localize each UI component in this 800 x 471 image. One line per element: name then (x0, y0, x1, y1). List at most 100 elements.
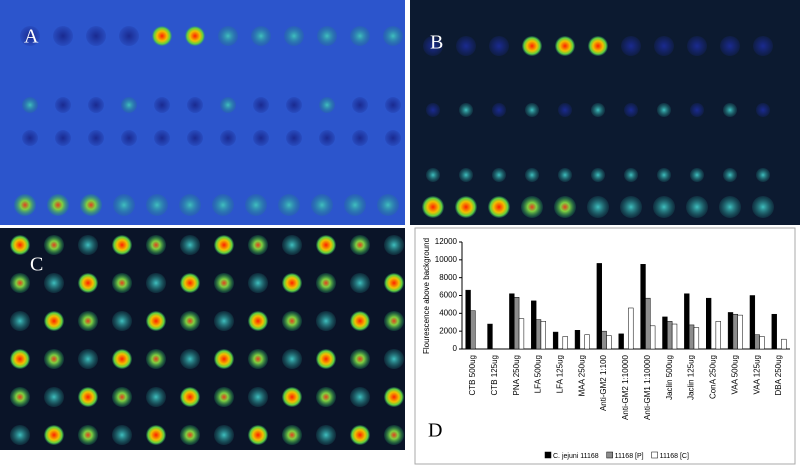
spot (185, 26, 205, 46)
spot (624, 103, 638, 117)
spot (180, 425, 200, 445)
spot (522, 36, 542, 56)
spot (44, 425, 64, 445)
spot (248, 235, 268, 255)
spot (620, 196, 642, 218)
spot (384, 311, 404, 331)
x-tick-label: Anti-GM2 1:100 (599, 354, 608, 411)
spot (286, 97, 302, 113)
spot (426, 168, 440, 182)
spot (44, 273, 64, 293)
spot (44, 349, 64, 369)
spot (121, 130, 137, 146)
spot (55, 97, 71, 113)
spot (187, 97, 203, 113)
spot (121, 97, 137, 113)
bar (732, 313, 738, 350)
spot (284, 26, 304, 46)
spot (456, 36, 476, 56)
spot (78, 311, 98, 331)
y-tick-label: 6000 (439, 291, 457, 300)
spot (214, 235, 234, 255)
spot (459, 168, 473, 182)
spot (690, 103, 704, 117)
spot (10, 235, 30, 255)
x-tick-label: Anti-GM1 1:10000 (643, 354, 652, 419)
bar (645, 297, 651, 350)
bar (706, 297, 712, 350)
spot (22, 97, 38, 113)
bar (535, 319, 542, 350)
x-tick-label: PNA 250ug (512, 355, 521, 395)
y-tick-label: 2000 (439, 326, 457, 335)
spot (112, 387, 132, 407)
bar (465, 289, 471, 350)
panel-c-image (0, 228, 405, 450)
spot (44, 387, 64, 407)
legend-swatch (544, 451, 552, 459)
spot (316, 235, 336, 255)
spot (22, 130, 38, 146)
spot (756, 168, 770, 182)
spot (47, 194, 69, 216)
spot (179, 194, 201, 216)
spot (253, 130, 269, 146)
spot (154, 97, 170, 113)
x-tick-label: Jaclin 125ug (687, 355, 696, 400)
y-tick-label: 8000 (439, 273, 457, 282)
bar (562, 336, 568, 350)
panel-label: A (24, 26, 39, 48)
spot (377, 194, 399, 216)
legend-swatch (606, 451, 613, 459)
x-tick-label: LFA 125ug (556, 355, 565, 393)
spot (352, 97, 368, 113)
spot (350, 387, 370, 407)
spot (350, 425, 370, 445)
spot (146, 194, 168, 216)
spot (653, 196, 675, 218)
spot (316, 311, 336, 331)
spot (383, 26, 403, 46)
spot (282, 349, 302, 369)
bar (715, 321, 721, 350)
spot (624, 168, 638, 182)
x-tick-label: LFA 500ug (534, 355, 543, 393)
spot (423, 36, 443, 56)
bar (518, 318, 525, 350)
spot (253, 97, 269, 113)
x-tick-label: Jaclin 500ug (665, 355, 674, 400)
spot (525, 168, 539, 182)
bar (540, 321, 546, 350)
spot (319, 97, 335, 113)
spot (214, 311, 234, 331)
x-tick-label: VAA 500ug (730, 355, 739, 394)
bar (584, 334, 590, 350)
bar (618, 333, 624, 350)
x-tick-label: VAA 125ug (752, 355, 761, 394)
spot (558, 168, 572, 182)
spot (657, 168, 671, 182)
spot (44, 311, 64, 331)
spot (690, 168, 704, 182)
spot (621, 36, 641, 56)
panel-label: B (430, 32, 443, 54)
bar (727, 312, 734, 350)
spot (455, 196, 477, 218)
spot (753, 36, 773, 56)
spot (88, 97, 104, 113)
spot (248, 425, 268, 445)
bar (574, 330, 581, 350)
spot (591, 168, 605, 182)
spot (554, 196, 576, 218)
y-tick-label: 4000 (439, 308, 457, 317)
bar (596, 263, 602, 350)
spot (180, 273, 200, 293)
spot (80, 194, 102, 216)
spot (152, 26, 172, 46)
y-tick-label: 12000 (435, 237, 458, 246)
x-tick-label: ConA 250ug (709, 355, 718, 399)
bar (781, 338, 787, 350)
spot (112, 235, 132, 255)
spot (488, 196, 510, 218)
